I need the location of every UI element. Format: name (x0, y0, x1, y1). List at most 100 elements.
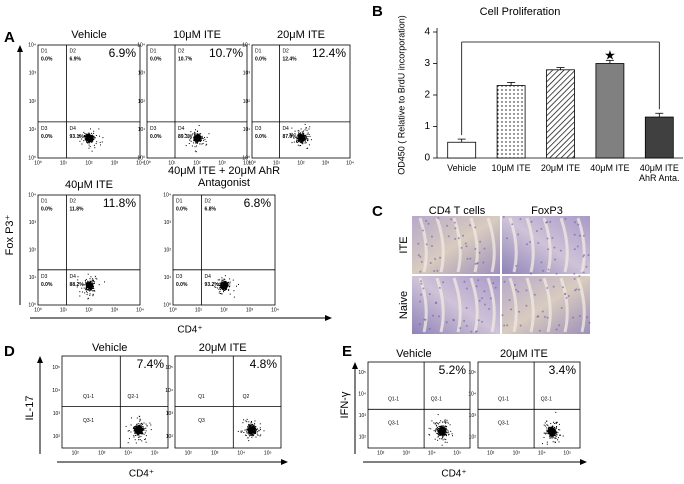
plot-title: Vehicle (71, 29, 107, 41)
event-dot (302, 132, 304, 134)
event-dot (190, 140, 192, 142)
event-dot (550, 429, 552, 430)
event-dot (554, 442, 556, 444)
x-axis-tick: 10³ (513, 450, 521, 456)
event-dot (442, 427, 444, 429)
event-dot (251, 434, 253, 436)
event-dot (225, 280, 227, 282)
event-dot (201, 136, 203, 138)
event-dot (134, 439, 136, 441)
event-dot (301, 135, 303, 137)
event-dot (138, 439, 140, 441)
y-axis-tick: 10⁴ (468, 392, 476, 398)
event-dot (136, 434, 138, 436)
event-dot (81, 138, 83, 140)
cell (465, 307, 468, 309)
event-dot (131, 417, 132, 419)
event-dot (300, 134, 302, 136)
event-dot (437, 434, 439, 435)
event-dot (90, 140, 92, 141)
event-dot (225, 282, 227, 284)
event-dot (248, 432, 250, 434)
event-dot (222, 279, 224, 281)
event-dot (444, 419, 446, 421)
event-dot (135, 435, 137, 436)
bar (447, 141, 477, 159)
event-dot (140, 432, 141, 434)
event-dot (218, 292, 220, 294)
event-dot (440, 438, 442, 440)
cell (419, 270, 422, 273)
event-dot (224, 286, 225, 288)
event-dot (229, 281, 231, 283)
event-dot (133, 428, 135, 430)
event-dot (190, 138, 192, 139)
quadrant-value: 0.0% (150, 56, 162, 62)
event-dot (200, 141, 202, 142)
cell (525, 289, 528, 292)
event-dot (250, 422, 252, 424)
event-dot (137, 432, 139, 434)
event-dot (128, 438, 130, 440)
quadrant-label: D3 (41, 274, 48, 280)
event-dot (248, 431, 250, 433)
cell (469, 257, 472, 260)
event-dot (224, 287, 225, 289)
tissue-fold (576, 217, 586, 273)
cell (417, 242, 420, 245)
event-dot (133, 435, 135, 437)
event-dot (437, 439, 439, 441)
event-dot (448, 434, 449, 436)
cell (418, 323, 421, 326)
event-dot (555, 427, 557, 429)
cell (478, 299, 481, 302)
event-dot (546, 429, 548, 431)
event-dot (202, 143, 204, 144)
event-dot (249, 435, 250, 437)
event-dot (253, 435, 255, 437)
event-dot (87, 133, 89, 135)
event-dot (554, 430, 556, 432)
cell (427, 222, 430, 225)
event-dot (88, 286, 89, 287)
event-dot (192, 133, 194, 135)
event-dot (133, 430, 135, 432)
event-dot (139, 420, 141, 422)
event-dot (144, 428, 146, 430)
tissue-fold (486, 277, 496, 333)
event-dot (552, 427, 554, 429)
x-tick-label: 10μM ITE (491, 163, 531, 173)
event-dot (253, 430, 255, 432)
event-dot (128, 430, 130, 431)
quadrant-value: 89.3% (178, 134, 193, 140)
event-dot (435, 424, 437, 426)
cell (573, 233, 576, 236)
event-dot (141, 422, 142, 424)
event-dot (248, 421, 250, 423)
event-dot (139, 419, 141, 421)
event-dot (446, 419, 448, 421)
x-axis-tick: 10³ (211, 450, 219, 456)
event-dot (141, 428, 143, 429)
event-dot (434, 438, 436, 440)
event-dot (255, 426, 257, 427)
event-dot (91, 150, 93, 152)
event-dot (553, 428, 555, 430)
cell (447, 235, 450, 238)
y-axis-tick: 10⁰ (163, 302, 171, 308)
event-dot (289, 133, 291, 135)
tissue-fold (542, 277, 552, 333)
quadrant-value: 6.8% (205, 206, 217, 212)
event-dot (260, 434, 262, 436)
event-dot (439, 430, 441, 432)
event-dot (196, 138, 198, 140)
event-dot (444, 425, 446, 427)
event-dot (93, 283, 95, 284)
event-dot (194, 133, 196, 135)
event-dot (303, 140, 305, 142)
event-dot (552, 432, 554, 434)
event-dot (90, 283, 91, 285)
event-dot (223, 283, 225, 285)
event-dot (444, 427, 446, 429)
event-dot (220, 288, 222, 290)
